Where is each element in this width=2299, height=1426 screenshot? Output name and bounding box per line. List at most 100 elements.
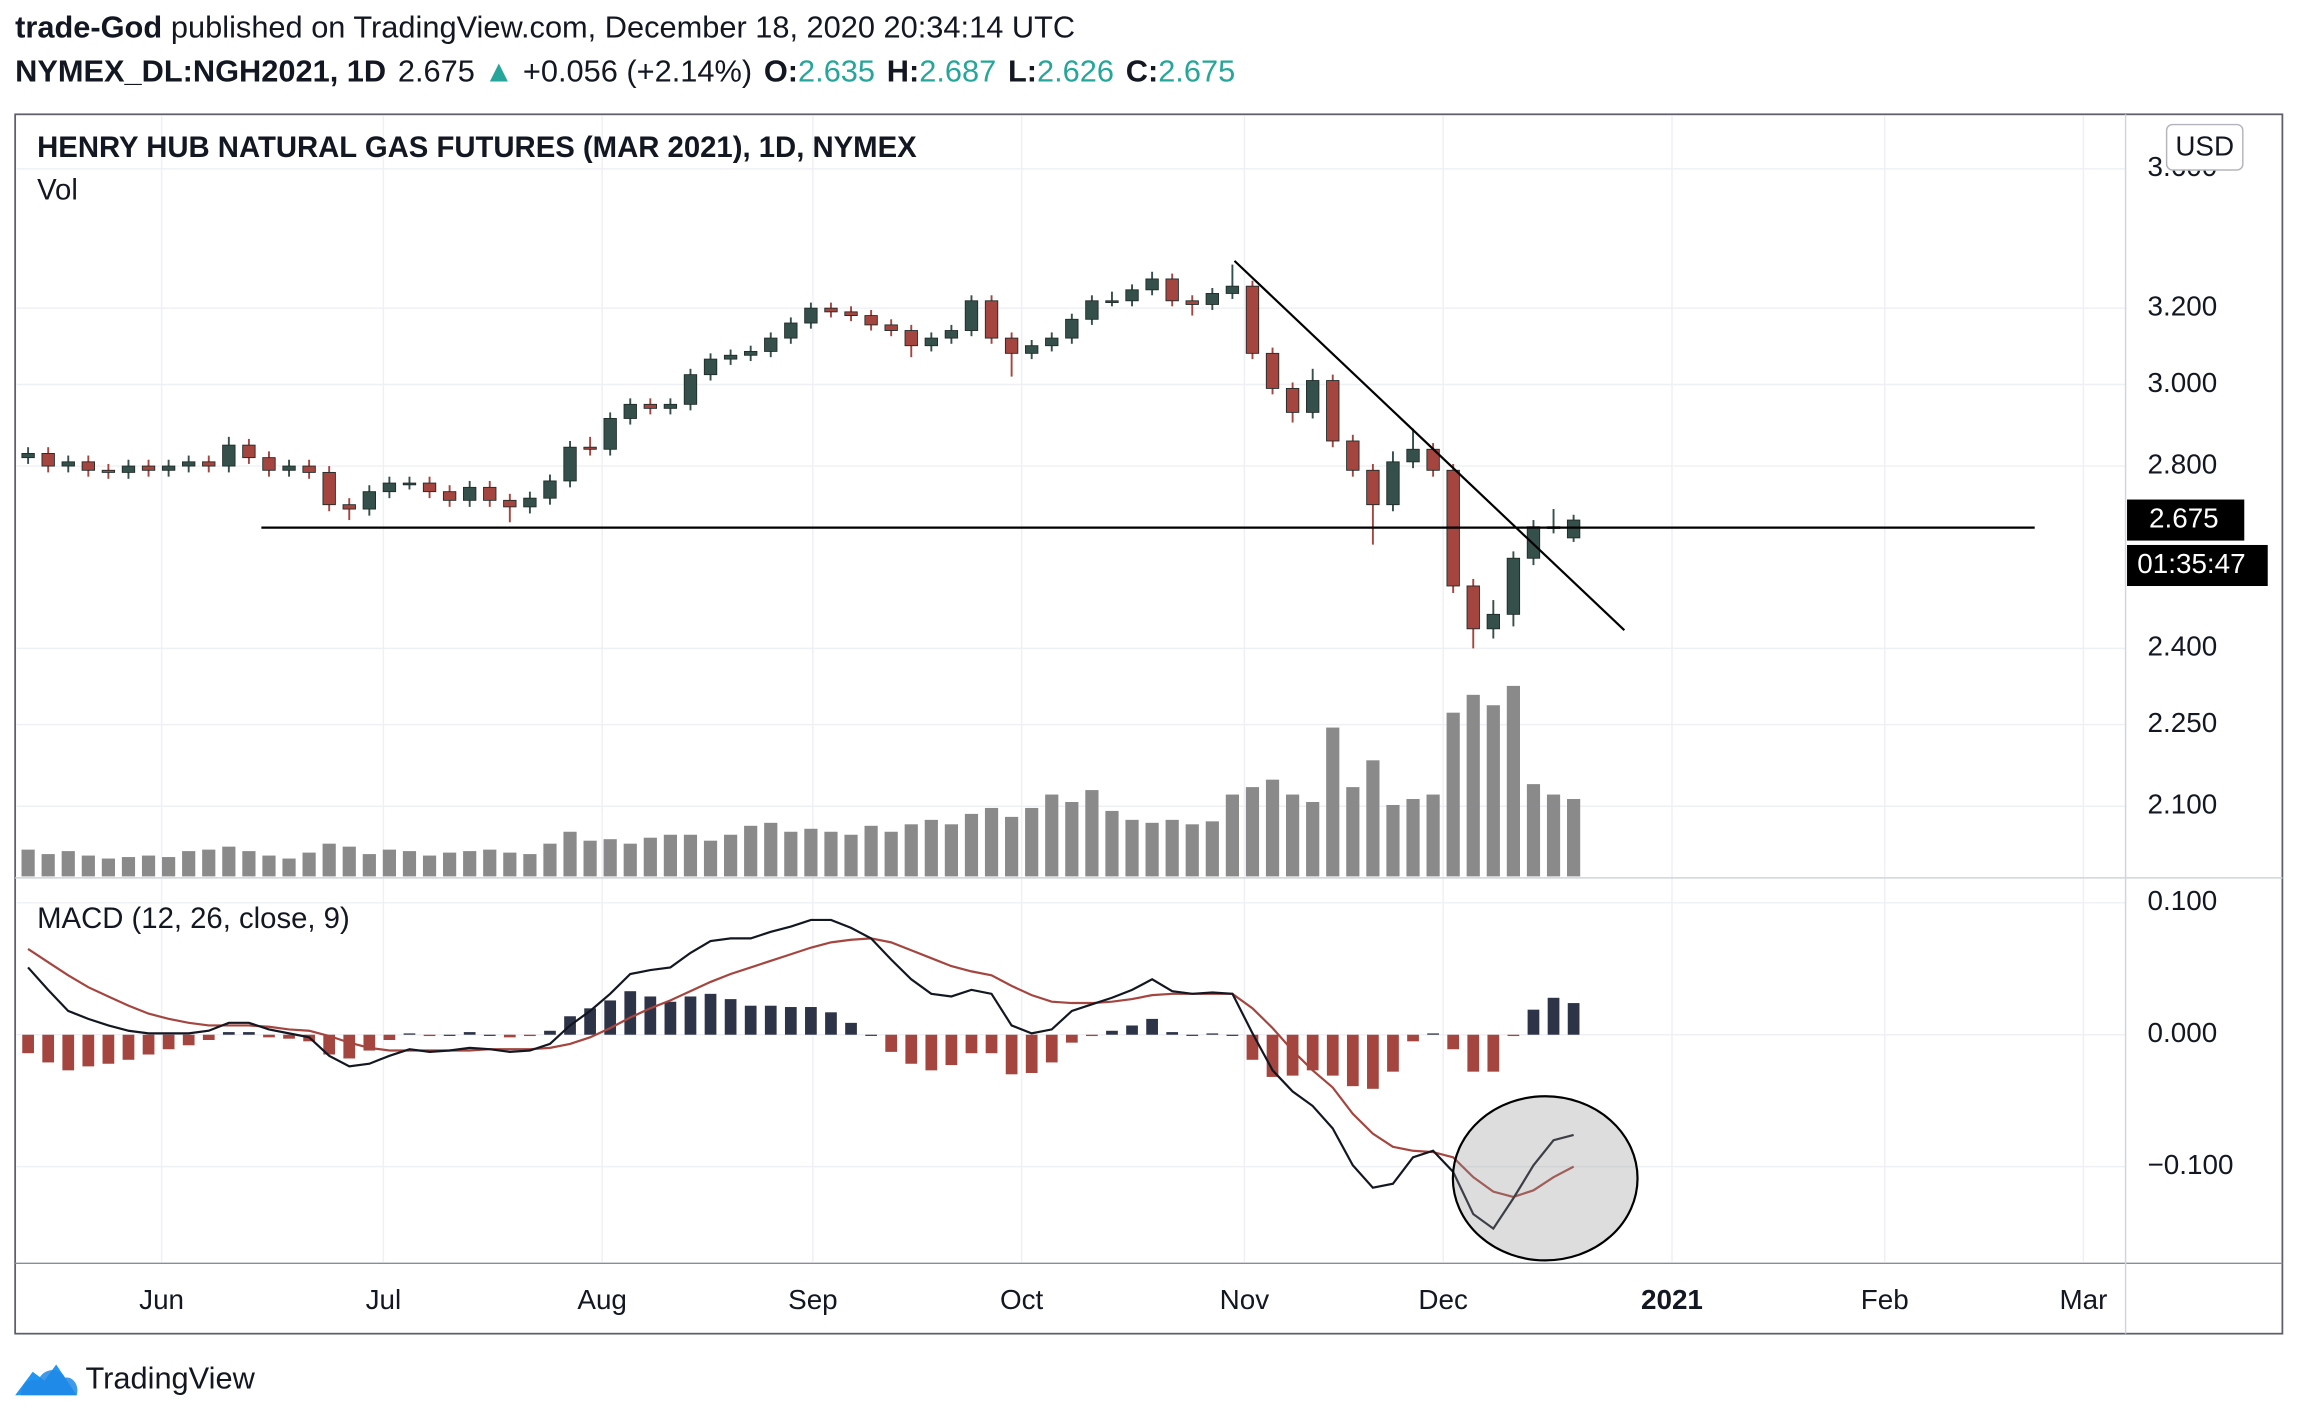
volume-bar [1045,794,1059,877]
macd-histogram-bar [724,999,737,1035]
last-price-box [2127,499,2245,541]
macd-histogram-bar [584,1008,596,1035]
macd-histogram-bar [1326,1034,1339,1076]
volume-bar [422,855,437,877]
volume-bar [663,834,677,877]
currency[interactable]: USD [2175,130,2234,161]
macd-histogram-bar [945,1034,958,1066]
candle-body [924,337,938,347]
candle-body [1085,300,1099,320]
macd-histogram-bar [1346,1034,1359,1087]
candle-body [844,311,858,317]
volume-bar [1346,787,1360,877]
macd-histogram-bar [1447,1034,1460,1050]
x-tick-label: Jul [366,1284,402,1315]
candle-body [623,403,637,419]
highlight-circle [1451,1095,1639,1262]
candle-body [141,465,156,471]
candle-body [483,486,497,501]
candle-body [503,499,517,508]
countdown-label: 01:35:47 [2137,548,2245,579]
volume-bar [804,828,818,877]
candle-body [1245,285,1260,354]
countdown-box [2127,544,2268,587]
macd-histogram-bar [985,1034,998,1054]
macd-histogram-bar [1106,1030,1118,1035]
y-tick-label: 0.100 [2148,885,2218,916]
x-tick-label: Nov [1220,1284,1270,1315]
macd-histogram-bar [865,1034,877,1036]
currency-box[interactable] [2165,123,2244,171]
macd-histogram-bar [845,1022,857,1035]
y-tick-label: 2.800 [2148,448,2218,479]
macd-histogram-bar [202,1034,215,1041]
candle-body [1185,300,1199,305]
volume-bar [282,858,296,877]
macd-histogram-bar [1547,997,1560,1035]
macd-histogram-bar [283,1034,295,1039]
macd-histogram-bar [1427,1033,1439,1035]
brand-name[interactable]: TradingView [85,1361,255,1396]
candle-body [1526,526,1541,559]
candle-body [242,444,256,459]
macd-histogram-bar [1166,1032,1179,1035]
candle-body [683,374,698,405]
candle-body [21,453,35,459]
volume-bar [322,843,336,877]
macd-histogram-bar [82,1034,95,1067]
macd-histogram-bar [1126,1025,1138,1035]
candle-body [41,453,55,467]
volume-bar [984,807,999,877]
macd-histogram-bar [1226,1034,1239,1036]
volume-bar [844,834,858,877]
macd-histogram-bar [744,1005,757,1035]
candle-body [703,358,718,376]
macd-histogram-bar [383,1034,396,1041]
volume-bar [1185,824,1199,877]
macd-histogram-bar [1045,1034,1058,1063]
volume-bar [202,849,216,877]
volume-bar [162,857,176,877]
macd-histogram-bar [544,1030,556,1035]
axes: Jun Jul Aug Sep Oct Nov Dec 2021 Feb Mar 2.100 2.25… [139,151,2233,1315]
volume-bar [402,851,417,877]
volume-bar [81,855,95,877]
macd-histogram-bar [1206,1033,1219,1035]
publish-line: trade-God published on TradingView.com, D… [15,9,1075,44]
volume-bar [342,846,356,877]
macd-histogram-bar [1487,1034,1500,1072]
candle-body [81,461,95,471]
macd-histogram-bar [1467,1034,1480,1072]
candle-body [864,315,878,326]
candle-body [61,461,75,467]
candle-body [964,300,979,331]
macd-histogram-bar [1025,1034,1038,1073]
candle-body [1566,519,1581,539]
candle-body [1205,293,1219,305]
macd-histogram-bar [243,1032,255,1035]
candle-body [161,465,176,471]
volume-bar [101,858,115,877]
candle-body [101,469,116,473]
candle-body [1306,380,1320,413]
macd-histogram-bar [784,1007,797,1035]
volume-bar [944,824,958,877]
candle-body [342,504,356,510]
macd-histogram-bar [885,1034,898,1052]
macd-histogram-bar [1306,1034,1319,1071]
macd-histogram-bar [483,1034,496,1036]
macd-histogram-bar [1186,1034,1199,1036]
macd-histogram-bar [905,1034,918,1064]
y-tick-label: 3.200 [2148,291,2218,322]
ohlc-key: O: [764,53,798,88]
volume-bar [443,852,457,877]
ohlc-key: C: [1126,53,1158,88]
candle-body [1165,278,1179,302]
candle-body [784,322,798,339]
candle-body [1265,352,1280,389]
volume-bar [382,849,396,877]
candles [21,264,1581,649]
last-price-marker: 2.675 01:35:47 [2127,499,2268,587]
macd-histogram-bar [1286,1034,1299,1076]
macd-histogram-bar [805,1007,817,1035]
